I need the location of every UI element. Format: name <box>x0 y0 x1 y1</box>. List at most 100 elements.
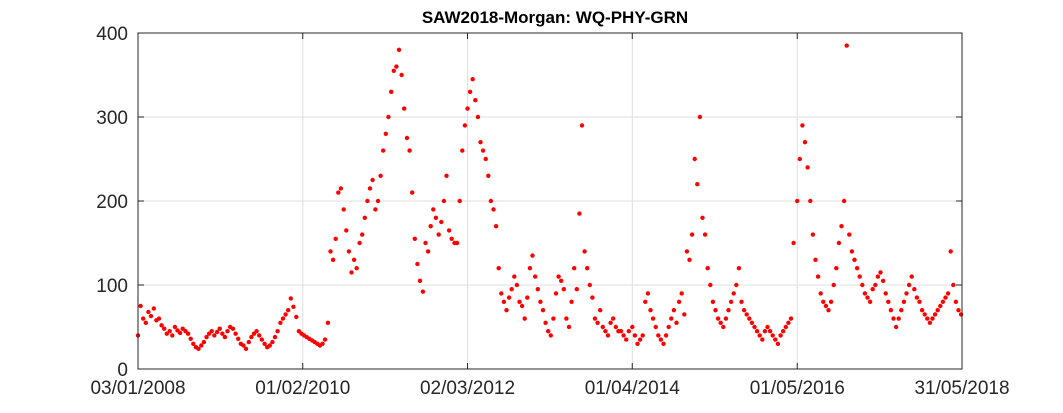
data-point <box>697 114 703 120</box>
data-point <box>501 299 507 304</box>
data-point <box>669 316 674 321</box>
data-point <box>757 333 762 338</box>
data-point <box>465 106 470 111</box>
data-point <box>360 232 365 237</box>
data-point <box>199 343 204 348</box>
data-point <box>394 64 399 69</box>
data-point <box>721 324 726 330</box>
data-point <box>170 333 175 338</box>
data-point <box>773 337 778 342</box>
data-point <box>493 224 499 229</box>
data-point <box>262 341 267 346</box>
data-point <box>433 215 439 220</box>
data-point <box>204 334 209 340</box>
data-point <box>674 320 679 325</box>
y-tick-label: 200 <box>96 192 128 213</box>
data-point <box>425 249 431 254</box>
data-point <box>676 299 682 304</box>
data-point <box>564 316 569 321</box>
data-point <box>860 282 865 288</box>
data-point <box>272 334 278 340</box>
data-point <box>185 331 191 336</box>
data-point <box>428 224 433 229</box>
data-point <box>396 47 402 52</box>
data-point <box>446 228 452 233</box>
data-point <box>839 224 844 229</box>
data-point <box>146 309 151 315</box>
data-point <box>582 249 587 254</box>
data-point <box>658 337 664 342</box>
data-point <box>341 207 346 212</box>
x-tick-label: 01/04/2014 <box>585 378 681 399</box>
data-point <box>436 232 441 237</box>
data-point <box>535 287 540 292</box>
data-point <box>375 198 381 204</box>
data-point <box>708 282 713 288</box>
data-point <box>956 308 961 313</box>
data-point <box>322 337 328 342</box>
data-point <box>765 324 770 330</box>
data-point <box>488 198 494 204</box>
data-point <box>643 299 648 304</box>
data-point <box>241 343 246 348</box>
data-point <box>723 316 729 321</box>
data-point <box>605 333 611 338</box>
data-point <box>878 270 883 275</box>
data-point <box>365 198 370 204</box>
data-point <box>214 329 220 335</box>
data-point <box>828 299 834 304</box>
data-point <box>831 282 836 288</box>
data-point <box>901 299 907 304</box>
data-point <box>912 287 917 292</box>
data-point <box>922 312 927 317</box>
data-point <box>546 329 551 334</box>
data-point <box>925 316 930 321</box>
x-tick-label: 03/01/2008 <box>90 378 185 399</box>
data-point <box>399 72 404 78</box>
data-point <box>645 291 651 296</box>
x-axis-ticks: 03/01/2008 01/02/2010 02/03/2012 01/04/2014… <box>90 33 1010 399</box>
data-point <box>291 304 296 309</box>
data-point <box>671 308 677 313</box>
data-point <box>608 320 613 325</box>
y-axis-ticks: 0 100 200 300 400 <box>96 24 962 381</box>
data-point <box>325 320 331 325</box>
data-point <box>637 337 643 342</box>
data-point <box>797 156 802 162</box>
data-point <box>836 240 842 246</box>
data-point <box>553 291 559 296</box>
data-point <box>653 324 658 330</box>
data-point <box>726 308 731 313</box>
data-point <box>519 303 525 309</box>
data-point <box>275 329 280 334</box>
data-point <box>517 299 522 304</box>
data-point <box>164 331 169 336</box>
data-point <box>480 148 486 153</box>
data-point <box>499 291 504 296</box>
data-point <box>663 333 669 338</box>
data-point <box>943 295 948 300</box>
data-point <box>808 198 813 204</box>
data-point <box>692 156 697 162</box>
data-point <box>728 299 734 304</box>
data-point <box>404 135 410 141</box>
data-point <box>754 329 760 334</box>
data-point <box>514 282 520 288</box>
data-point <box>417 278 423 283</box>
data-point <box>857 274 862 279</box>
data-point <box>834 266 839 271</box>
chart-title: SAW2018-Morgan: WQ-PHY-GRN <box>422 8 688 27</box>
data-point <box>621 333 626 338</box>
data-point <box>249 334 254 340</box>
data-point <box>283 312 288 317</box>
data-point <box>491 207 496 212</box>
data-point <box>346 249 352 254</box>
data-point <box>483 156 488 162</box>
data-point <box>138 303 143 309</box>
data-point <box>818 291 823 296</box>
data-point <box>478 140 483 145</box>
data-point <box>930 316 935 321</box>
data-point <box>736 266 742 271</box>
data-point <box>767 329 773 334</box>
